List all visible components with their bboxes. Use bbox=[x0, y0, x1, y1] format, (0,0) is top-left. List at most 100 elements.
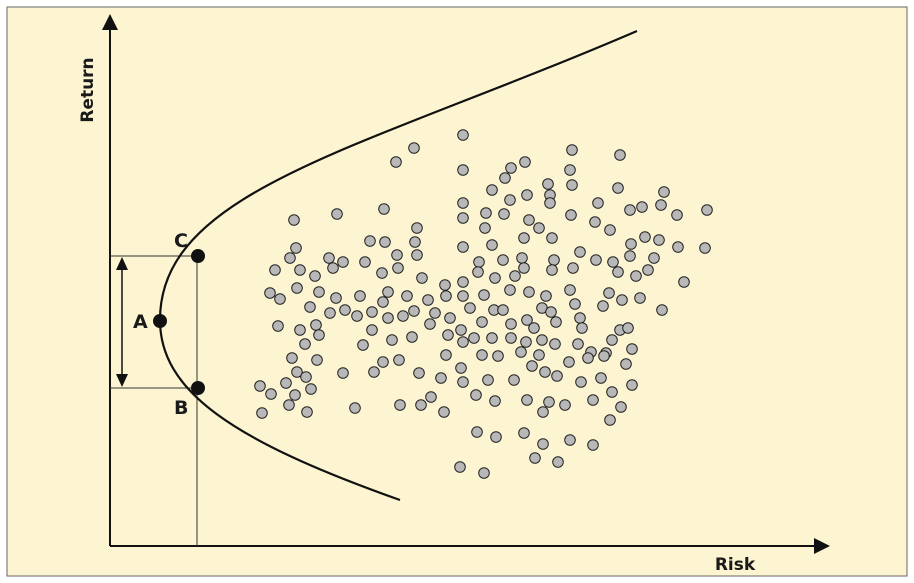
portfolio-dot bbox=[523, 286, 535, 298]
portfolio-dot bbox=[408, 305, 420, 317]
portfolio-dot bbox=[526, 360, 538, 372]
portfolio-dot bbox=[521, 394, 533, 406]
portfolio-dot bbox=[699, 242, 711, 254]
point-b-label: B bbox=[174, 397, 188, 419]
portfolio-dot bbox=[520, 336, 532, 348]
portfolio-dot bbox=[604, 224, 616, 236]
portfolio-dot bbox=[455, 362, 467, 374]
portfolio-dot bbox=[359, 256, 371, 268]
portfolio-dot bbox=[671, 209, 683, 221]
portfolio-dot bbox=[655, 199, 667, 211]
portfolio-dot bbox=[440, 349, 452, 361]
portfolio-dot bbox=[653, 234, 665, 246]
portfolio-dot bbox=[612, 182, 624, 194]
portfolio-dot bbox=[589, 216, 601, 228]
portfolio-dots bbox=[254, 129, 713, 479]
portfolio-dot bbox=[612, 266, 624, 278]
portfolio-dot bbox=[544, 197, 556, 209]
portfolio-dot bbox=[438, 406, 450, 418]
portfolio-dot bbox=[323, 252, 335, 264]
portfolio-dot bbox=[551, 370, 563, 382]
portfolio-dot bbox=[622, 322, 634, 334]
portfolio-dot bbox=[304, 301, 316, 313]
portfolio-dot bbox=[478, 289, 490, 301]
return-range-arrowhead-up bbox=[116, 257, 128, 270]
portfolio-dot bbox=[444, 312, 456, 324]
portfolio-dot bbox=[625, 238, 637, 250]
y-axis-label: Return bbox=[78, 57, 98, 122]
portfolio-dot bbox=[265, 388, 277, 400]
portfolio-dot bbox=[598, 350, 610, 362]
portfolio-dot bbox=[592, 197, 604, 209]
portfolio-dot bbox=[476, 316, 488, 328]
portfolio-dot bbox=[455, 324, 467, 336]
portfolio-dot bbox=[376, 267, 388, 279]
portfolio-dot bbox=[515, 346, 527, 358]
portfolio-dot bbox=[701, 204, 713, 216]
portfolio-dot bbox=[286, 352, 298, 364]
portfolio-dot bbox=[678, 276, 690, 288]
portfolio-dot bbox=[457, 241, 469, 253]
portfolio-dot bbox=[264, 287, 276, 299]
point-c-marker bbox=[191, 249, 205, 263]
portfolio-dot bbox=[564, 284, 576, 296]
portfolio-dot bbox=[290, 242, 302, 254]
portfolio-dot bbox=[546, 264, 558, 276]
diagram-background bbox=[6, 6, 908, 577]
portfolio-dot bbox=[542, 178, 554, 190]
portfolio-dot bbox=[533, 349, 545, 361]
point-b-marker bbox=[191, 381, 205, 395]
portfolio-dot bbox=[435, 372, 447, 384]
portfolio-dot bbox=[630, 270, 642, 282]
portfolio-dot bbox=[595, 372, 607, 384]
portfolio-dot bbox=[457, 164, 469, 176]
portfolio-dot bbox=[563, 356, 575, 368]
portfolio-dot bbox=[377, 356, 389, 368]
portfolio-dot bbox=[339, 304, 351, 316]
portfolio-dot bbox=[327, 262, 339, 274]
portfolio-dot bbox=[291, 366, 303, 378]
x-axis-arrowhead bbox=[814, 538, 830, 554]
portfolio-dot bbox=[357, 339, 369, 351]
portfolio-dot bbox=[464, 302, 476, 314]
portfolio-dot bbox=[624, 204, 636, 216]
portfolio-dot bbox=[305, 383, 317, 395]
portfolio-dot bbox=[411, 249, 423, 261]
portfolio-dot bbox=[470, 389, 482, 401]
portfolio-dot bbox=[626, 379, 638, 391]
portfolio-dot bbox=[454, 461, 466, 473]
portfolio-dot bbox=[486, 332, 498, 344]
portfolio-dot bbox=[478, 467, 490, 479]
portfolio-dot bbox=[614, 149, 626, 161]
portfolio-dot bbox=[300, 371, 312, 383]
portfolio-dot bbox=[537, 438, 549, 450]
portfolio-dot bbox=[566, 179, 578, 191]
portfolio-dot bbox=[505, 332, 517, 344]
portfolio-dot bbox=[490, 431, 502, 443]
portfolio-dot bbox=[636, 201, 648, 213]
portfolio-dot bbox=[564, 164, 576, 176]
portfolio-dot bbox=[489, 272, 501, 284]
portfolio-dot bbox=[311, 354, 323, 366]
portfolio-dot bbox=[366, 324, 378, 336]
portfolio-dot bbox=[545, 306, 557, 318]
portfolio-dot bbox=[280, 377, 292, 389]
portfolio-dot bbox=[624, 250, 636, 262]
portfolio-dot bbox=[597, 300, 609, 312]
portfolio-dot bbox=[274, 293, 286, 305]
portfolio-dot bbox=[639, 231, 651, 243]
portfolio-dot bbox=[397, 310, 409, 322]
portfolio-dot bbox=[587, 439, 599, 451]
portfolio-dot bbox=[606, 386, 618, 398]
portfolio-dot bbox=[672, 241, 684, 253]
portfolio-dot bbox=[254, 380, 266, 392]
portfolio-dot bbox=[548, 254, 560, 266]
portfolio-dot bbox=[537, 406, 549, 418]
portfolio-dot bbox=[546, 232, 558, 244]
portfolio-dot bbox=[324, 307, 336, 319]
point-c-label: C bbox=[174, 230, 188, 252]
portfolio-dot bbox=[476, 349, 488, 361]
portfolio-dot bbox=[313, 286, 325, 298]
portfolio-dot bbox=[504, 194, 516, 206]
